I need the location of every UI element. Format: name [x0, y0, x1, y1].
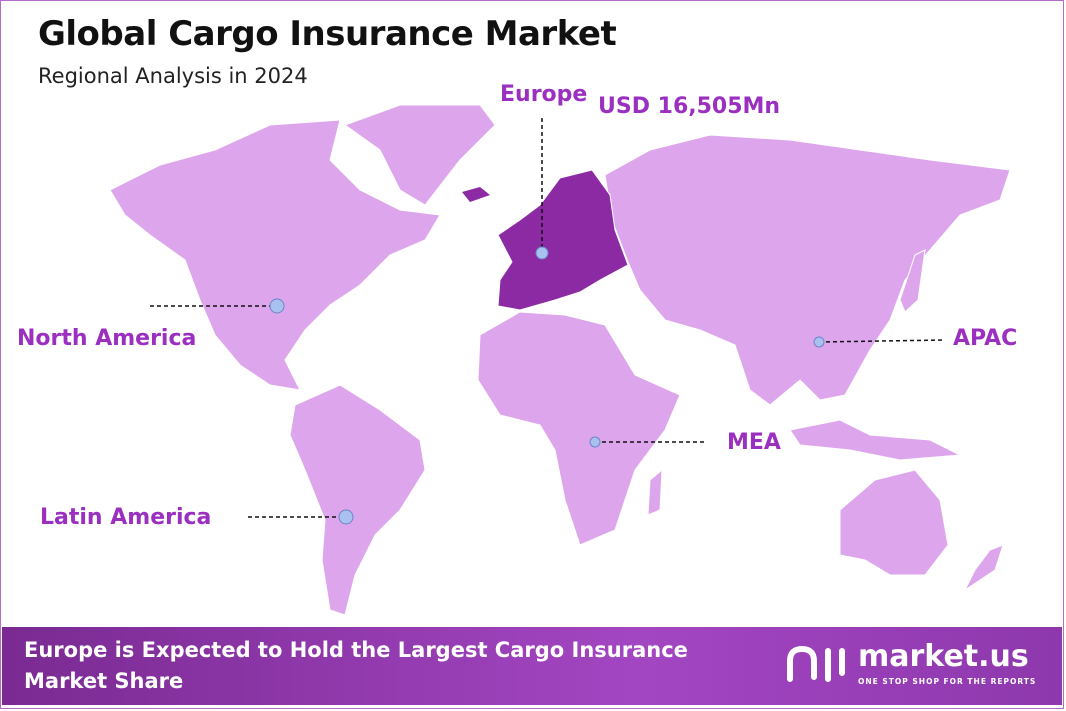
footer: Europe is Expected to Hold the Largest C… [2, 627, 1062, 705]
logo-tagline: ONE STOP SHOP FOR THE REPORTS [858, 677, 1037, 686]
region-value: USD 16,505Mn [598, 94, 781, 119]
new-zealand [963, 544, 1004, 592]
markers [269, 246, 825, 525]
continents [109, 104, 1011, 616]
europe-highlight [497, 169, 629, 311]
madagascar [647, 468, 663, 516]
south-america [289, 384, 426, 616]
iceland [462, 187, 490, 202]
marker-north-america [269, 298, 285, 314]
region-label: MEA [727, 430, 781, 455]
region-label: Europe [500, 82, 588, 107]
subtitle: Regional Analysis in 2024 [38, 64, 308, 88]
africa [477, 311, 681, 546]
marker-latin-america [338, 509, 354, 525]
japan [899, 249, 926, 313]
logo-name: market.us [858, 639, 1029, 674]
north-america [109, 119, 441, 391]
indonesia [789, 419, 962, 461]
marker-europe [535, 246, 549, 260]
region-label: North America [17, 326, 197, 351]
marker-mea [589, 436, 601, 448]
logo-arc [787, 645, 817, 682]
australia [839, 469, 949, 576]
marker-apac [813, 336, 825, 348]
region-label: Latin America [40, 505, 212, 530]
asia [604, 134, 1011, 406]
title: Global Cargo Insurance Market [38, 14, 617, 54]
region-label: APAC [953, 326, 1018, 351]
greenland [343, 104, 496, 206]
leaders [150, 118, 946, 518]
logo-bars [825, 648, 845, 682]
leader-apac [818, 339, 946, 343]
logo-icon [787, 645, 845, 682]
footer-text: Europe is Expected to Hold the Largest C… [24, 638, 688, 693]
